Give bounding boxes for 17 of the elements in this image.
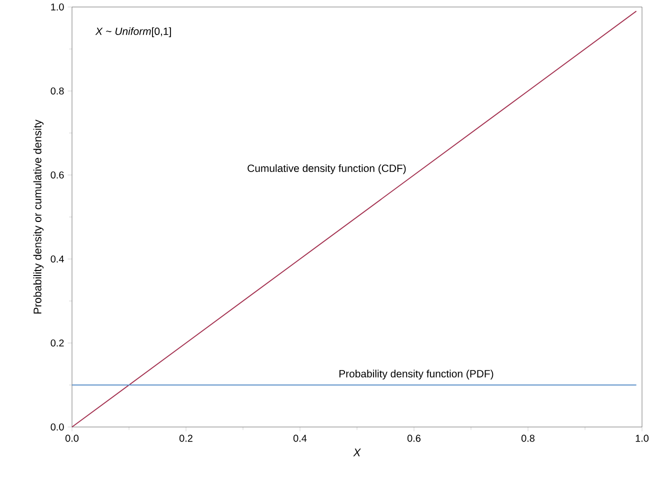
y-tick-label: 0.8 xyxy=(50,87,64,95)
x-tick-label: 0.6 xyxy=(407,434,420,442)
x-tick-label: 0.0 xyxy=(65,434,79,442)
x-tick-label: 0.8 xyxy=(521,434,534,442)
x-axis-title: X xyxy=(353,448,361,456)
y-tick-label: 0.4 xyxy=(50,255,64,263)
x-tick-label: 1.0 xyxy=(636,434,649,442)
y-tick-label: 0.6 xyxy=(50,171,64,179)
series-label: Probability density function (PDF) xyxy=(339,370,494,380)
x-tick-label: 0.4 xyxy=(293,434,307,442)
y-tick-label: 0.2 xyxy=(50,339,64,347)
y-tick-label: 1.0 xyxy=(51,3,64,11)
annotation: X ~ Uniform[0,1] xyxy=(95,27,171,38)
y-tick-label: 0.0 xyxy=(50,423,64,431)
x-tick-label: 0.2 xyxy=(179,434,192,442)
y-axis-title: Probability density or cumulative density xyxy=(33,120,44,314)
series-label: Cumulative density function (CDF) xyxy=(248,164,406,174)
